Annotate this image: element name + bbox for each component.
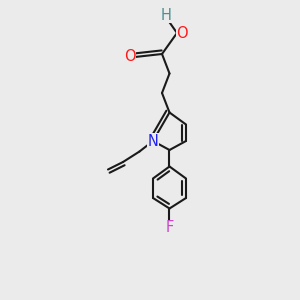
Text: H: H xyxy=(161,8,172,22)
Text: N: N xyxy=(148,134,158,148)
Text: O: O xyxy=(124,50,135,64)
Text: F: F xyxy=(165,220,174,236)
Text: O: O xyxy=(177,26,188,40)
